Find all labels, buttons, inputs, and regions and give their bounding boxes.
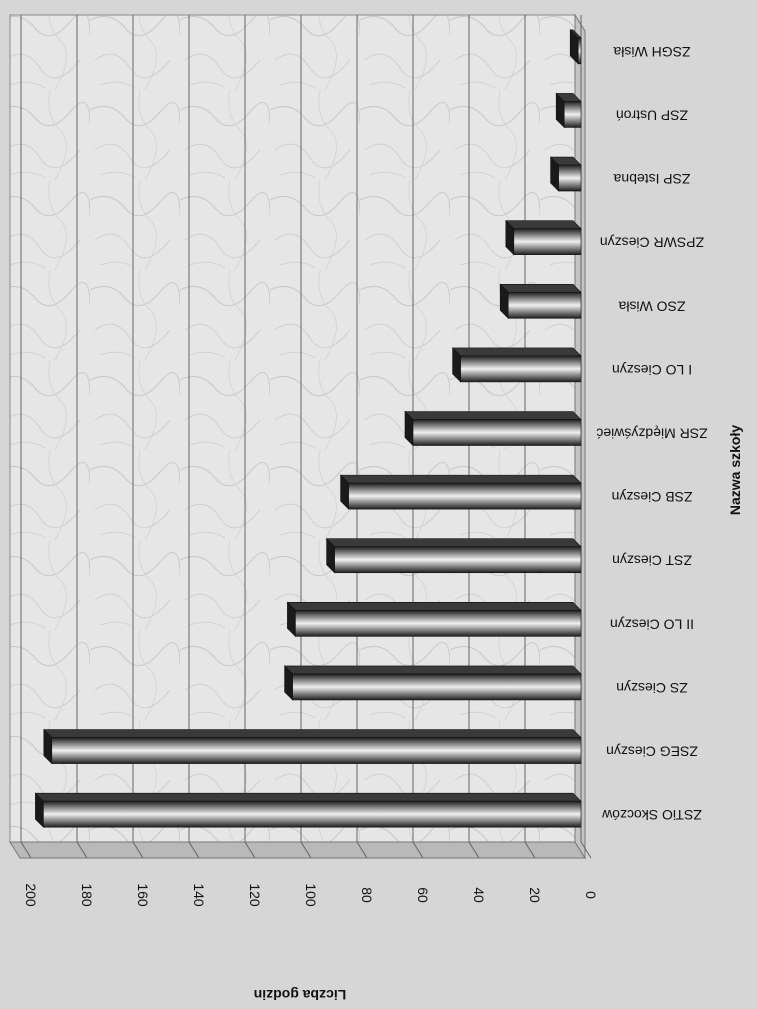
bar-front-face <box>292 673 582 701</box>
floor-gridline <box>300 841 312 859</box>
bar-front-face <box>412 419 582 446</box>
floor-gridline <box>76 841 88 859</box>
floor-gridline <box>188 841 200 859</box>
category-label: ZST Cieszyn <box>612 553 692 569</box>
category-label: ZSEG Cieszyn <box>606 744 698 760</box>
category-label: ZSR Międzyświeć <box>596 426 707 442</box>
bar-front-face <box>558 164 582 192</box>
bar-top-face <box>505 220 582 229</box>
bar <box>43 728 582 765</box>
category-label: ZSTiO Skoczów <box>601 807 702 823</box>
floor-gridline <box>580 841 592 859</box>
bar-top-face <box>283 665 582 675</box>
category-label: ZSP Istebna <box>613 171 690 187</box>
category-label: ZSO Wisła <box>618 298 685 314</box>
tick-label: 20 <box>527 887 543 903</box>
bar-top-face <box>499 283 582 293</box>
bar <box>34 792 582 828</box>
bar-front-face <box>51 737 582 764</box>
value-tick-labels: 0 20 40 60 80 100 120 140 160 180 200 <box>23 883 599 907</box>
bar-front-face <box>43 800 582 828</box>
tick-label: 40 <box>471 887 487 903</box>
bar <box>569 29 582 65</box>
tick-label: 180 <box>79 883 95 907</box>
bar-top-face <box>404 411 582 420</box>
bar <box>451 347 582 383</box>
bar-top-face <box>339 474 582 484</box>
floor-gridline <box>356 841 368 859</box>
bar <box>499 283 582 319</box>
bar <box>339 474 582 510</box>
floor-gridline <box>20 841 32 859</box>
tick-label: 80 <box>359 887 375 903</box>
bars <box>34 29 582 828</box>
bar <box>549 156 582 192</box>
category-label: ZSP Ustroń <box>616 107 688 123</box>
floor-gridline <box>244 841 256 859</box>
bar <box>325 538 582 574</box>
category-label: II LO Cieszyn <box>610 616 694 632</box>
bar-top-face <box>43 729 582 738</box>
bar-front-face <box>563 101 582 128</box>
tick-label: 160 <box>135 883 151 907</box>
y-axis-title: Liczba godzin <box>254 987 347 1003</box>
category-label: ZSGH Wisła <box>613 44 690 60</box>
bar-top-face <box>286 602 582 611</box>
tick-label: 100 <box>303 883 319 907</box>
floor-gridline <box>468 841 480 859</box>
bar-front-face <box>460 355 582 383</box>
bar-top-face <box>34 792 582 802</box>
bar-top-face <box>325 538 582 548</box>
floor-gridline <box>524 841 536 859</box>
bar <box>283 665 582 701</box>
x-axis-title: Nazwa szkoły <box>727 425 743 515</box>
tick-label: 60 <box>415 887 431 903</box>
bar <box>286 601 582 638</box>
floor-gridline <box>412 841 424 859</box>
category-label: ZS Cieszyn <box>616 680 688 696</box>
category-label: ZSB Cieszyn <box>612 489 693 505</box>
bar-front-face <box>513 228 582 255</box>
bar <box>505 219 582 256</box>
category-label: I LO Cieszyn <box>612 362 692 378</box>
tick-label: 200 <box>23 883 39 907</box>
tick-label: 120 <box>247 883 263 907</box>
bar-front-face <box>507 291 582 319</box>
tick-label: 140 <box>191 883 207 907</box>
bar <box>404 410 582 447</box>
floor-gridline <box>132 841 144 859</box>
bar <box>555 92 582 129</box>
bar-front-face <box>348 482 582 510</box>
bar-front-face <box>334 546 582 574</box>
floor <box>9 841 586 859</box>
bar-front-face <box>295 610 582 637</box>
category-labels: ZSGH Wisła ZSP Ustroń ZSP Istebna ZPSWR Cie… <box>596 44 707 823</box>
bar-front-face <box>577 37 582 65</box>
bar-top-face <box>451 347 582 357</box>
category-label: ZPSWR Cieszyn <box>600 235 704 251</box>
tick-label: 0 <box>583 891 599 899</box>
